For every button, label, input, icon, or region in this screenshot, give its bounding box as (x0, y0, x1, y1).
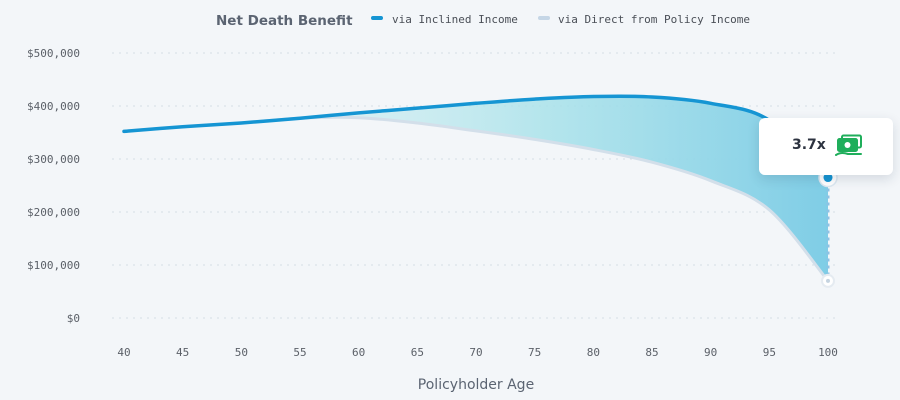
highlight-marker-inclined-center (823, 173, 833, 183)
x-tick-label: 60 (352, 346, 365, 359)
money-icon (835, 134, 862, 156)
y-tick-label: $400,000 (27, 100, 80, 113)
x-tick-label: 75 (528, 346, 541, 359)
legend: via Inclined Income via Direct from Poli… (371, 13, 750, 26)
x-axis: 40 45 50 55 60 65 70 75 80 85 90 95 100 (117, 346, 838, 359)
x-tick-label: 50 (235, 346, 248, 359)
legend-swatch-inclined (371, 16, 383, 20)
x-axis-label: Policyholder Age (418, 377, 534, 393)
highlight-marker-direct-center (826, 278, 830, 283)
y-axis: $0 $100,000 $200,000 $300,000 $400,000 $500,0… (27, 47, 80, 325)
y-tick-label: $500,000 (27, 47, 80, 60)
x-tick-label: 55 (293, 346, 306, 359)
x-tick-label: 65 (411, 346, 424, 359)
multiplier-value: 3.7x (792, 137, 826, 153)
chart-title: Net Death Benefit (216, 13, 353, 29)
series-line-inclined (122, 94, 830, 180)
legend-label-direct: via Direct from Policy Income (558, 13, 750, 26)
y-tick-label: $100,000 (27, 259, 80, 272)
x-tick-label: 70 (469, 346, 482, 359)
legend-swatch-direct (538, 16, 550, 20)
x-tick-label: 95 (763, 346, 776, 359)
x-tick-label: 40 (117, 346, 130, 359)
y-tick-label: $200,000 (27, 206, 80, 219)
x-tick-label: 100 (818, 346, 838, 359)
x-tick-label: 85 (645, 346, 658, 359)
x-tick-label: 80 (587, 346, 600, 359)
legend-label-inclined: via Inclined Income (392, 13, 518, 26)
x-tick-label: 45 (176, 346, 189, 359)
y-tick-label: $0 (67, 312, 80, 325)
benefit-gap-area (124, 96, 828, 281)
multiplier-tooltip: 3.7x (759, 118, 893, 175)
y-tick-label: $300,000 (27, 153, 80, 166)
x-tick-label: 90 (704, 346, 717, 359)
